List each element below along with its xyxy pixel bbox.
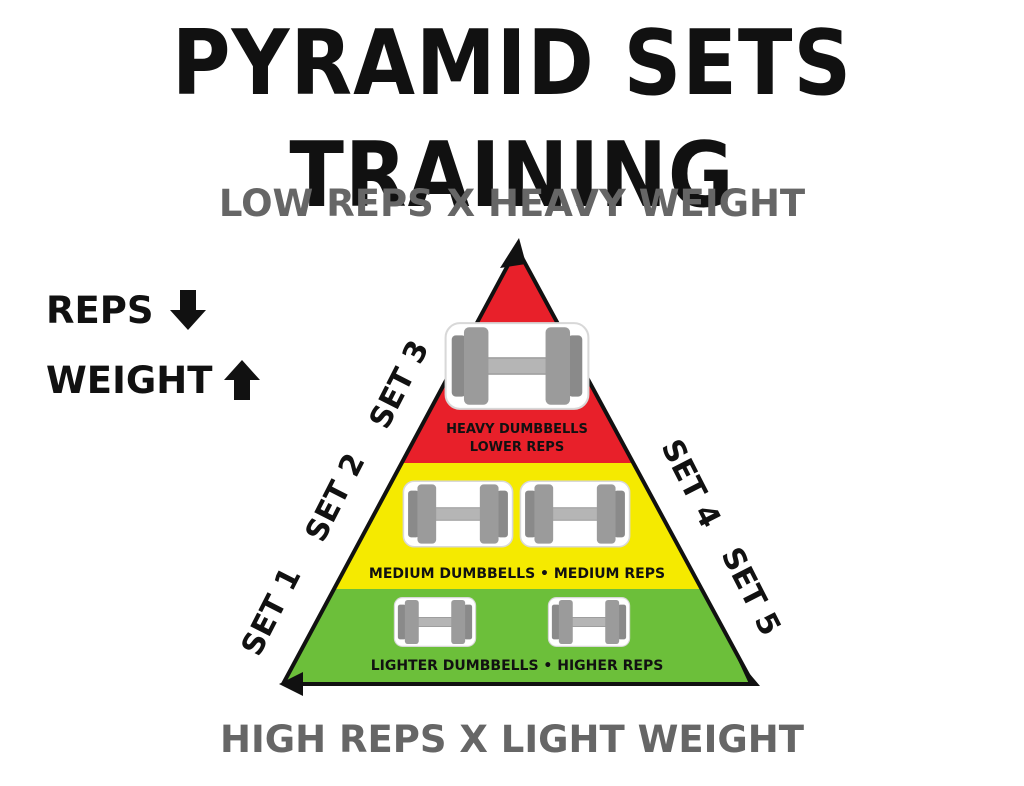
set-1-label: SET 1 <box>235 562 309 662</box>
middle-band-text: MEDIUM DUMBBELLS • MEDIUM REPS <box>369 566 665 582</box>
bottom-label: HIGH REPS X LIGHT WEIGHT <box>220 718 804 761</box>
legend-reps-label: REPS <box>46 288 154 332</box>
top-band-line1: HEAVY DUMBBELLS <box>446 422 588 437</box>
medium-dumbbell-icon <box>519 480 631 548</box>
page-title: PYRAMID SETS TRAINING <box>171 11 853 228</box>
medium-dumbbell-icon <box>402 480 514 548</box>
top-band-line2: LOWER REPS <box>470 440 564 455</box>
light-dumbbell-icon <box>547 597 631 647</box>
arrow-down-icon <box>169 290 206 330</box>
arrowhead-right <box>738 660 760 686</box>
legend-reps: REPS <box>46 288 208 332</box>
arrow-up-icon <box>224 360 261 400</box>
set-2-label: SET 2 <box>299 448 373 548</box>
heavy-dumbbell-icon <box>444 322 590 410</box>
set-5-label: SET 5 <box>714 542 788 642</box>
bottom-band-text: LIGHTER DUMBBELLS • HIGHER REPS <box>371 658 664 674</box>
light-dumbbell-icon <box>393 597 477 647</box>
legend-weight-label: WEIGHT <box>46 358 213 402</box>
arrowhead-left <box>279 672 303 696</box>
top-label: LOW REPS X HEAVY WEIGHT <box>218 182 806 225</box>
legend-weight: WEIGHT <box>46 358 262 402</box>
arrowhead-top <box>500 238 526 268</box>
